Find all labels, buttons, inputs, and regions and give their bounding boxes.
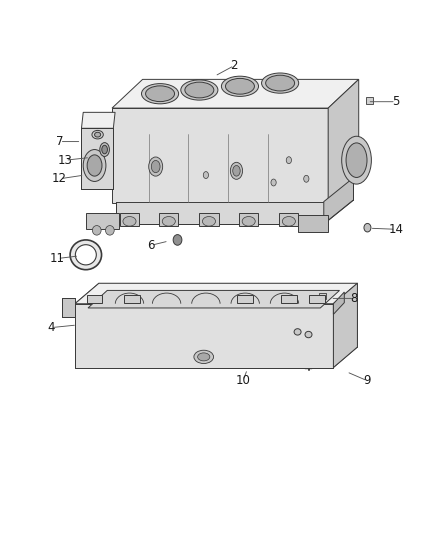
- Text: 12: 12: [52, 172, 67, 185]
- Text: 10: 10: [236, 374, 251, 387]
- Polygon shape: [237, 295, 253, 303]
- Text: 13: 13: [58, 154, 73, 167]
- Ellipse shape: [92, 131, 103, 139]
- Ellipse shape: [75, 245, 96, 265]
- Ellipse shape: [123, 216, 136, 226]
- Text: 8: 8: [351, 292, 358, 305]
- Polygon shape: [124, 295, 140, 303]
- Ellipse shape: [226, 78, 254, 94]
- Polygon shape: [239, 213, 258, 226]
- Text: 4: 4: [47, 321, 55, 334]
- Ellipse shape: [346, 143, 367, 177]
- Polygon shape: [75, 304, 333, 368]
- Ellipse shape: [203, 172, 208, 179]
- Polygon shape: [120, 213, 139, 226]
- Ellipse shape: [87, 155, 102, 176]
- Bar: [319, 293, 326, 300]
- Ellipse shape: [145, 86, 174, 102]
- Ellipse shape: [202, 216, 215, 226]
- Text: 9: 9: [364, 374, 371, 387]
- Polygon shape: [88, 290, 339, 308]
- Ellipse shape: [92, 225, 101, 235]
- Ellipse shape: [162, 216, 175, 226]
- Ellipse shape: [221, 76, 258, 96]
- Text: 14: 14: [389, 223, 403, 236]
- Polygon shape: [309, 295, 325, 303]
- Polygon shape: [279, 213, 298, 226]
- Polygon shape: [75, 283, 357, 304]
- Ellipse shape: [151, 160, 160, 173]
- Text: 7: 7: [56, 135, 64, 148]
- Ellipse shape: [173, 235, 182, 245]
- Polygon shape: [81, 112, 115, 128]
- Polygon shape: [62, 298, 75, 317]
- Ellipse shape: [304, 175, 309, 182]
- Ellipse shape: [102, 146, 107, 154]
- Ellipse shape: [230, 163, 243, 179]
- Ellipse shape: [342, 136, 371, 184]
- Ellipse shape: [149, 157, 162, 176]
- Ellipse shape: [266, 75, 295, 91]
- Polygon shape: [333, 292, 344, 314]
- Ellipse shape: [198, 353, 210, 361]
- Text: 5: 5: [392, 95, 399, 108]
- Ellipse shape: [364, 223, 371, 232]
- Ellipse shape: [181, 80, 218, 100]
- Ellipse shape: [305, 332, 312, 338]
- Ellipse shape: [141, 84, 179, 104]
- Ellipse shape: [286, 157, 291, 164]
- Polygon shape: [199, 213, 219, 226]
- Ellipse shape: [185, 82, 214, 98]
- Bar: [366, 98, 373, 104]
- Polygon shape: [159, 213, 178, 226]
- Ellipse shape: [242, 216, 255, 226]
- Polygon shape: [281, 295, 297, 303]
- Ellipse shape: [294, 329, 301, 335]
- Polygon shape: [81, 128, 113, 189]
- Ellipse shape: [70, 240, 102, 270]
- Polygon shape: [297, 215, 328, 232]
- Ellipse shape: [271, 179, 276, 186]
- Ellipse shape: [233, 165, 240, 176]
- Ellipse shape: [106, 225, 114, 235]
- Ellipse shape: [194, 350, 214, 364]
- Polygon shape: [112, 108, 328, 203]
- Polygon shape: [333, 283, 357, 368]
- Polygon shape: [117, 201, 324, 224]
- Ellipse shape: [283, 216, 295, 226]
- Polygon shape: [86, 213, 119, 229]
- Ellipse shape: [100, 143, 110, 157]
- Polygon shape: [328, 79, 359, 203]
- Ellipse shape: [95, 132, 101, 137]
- Polygon shape: [324, 177, 353, 224]
- Text: 2: 2: [230, 59, 238, 72]
- Polygon shape: [87, 295, 102, 303]
- Ellipse shape: [83, 150, 106, 181]
- Text: 11: 11: [50, 252, 65, 265]
- Ellipse shape: [261, 73, 299, 93]
- Polygon shape: [112, 79, 359, 108]
- Text: 6: 6: [148, 239, 155, 252]
